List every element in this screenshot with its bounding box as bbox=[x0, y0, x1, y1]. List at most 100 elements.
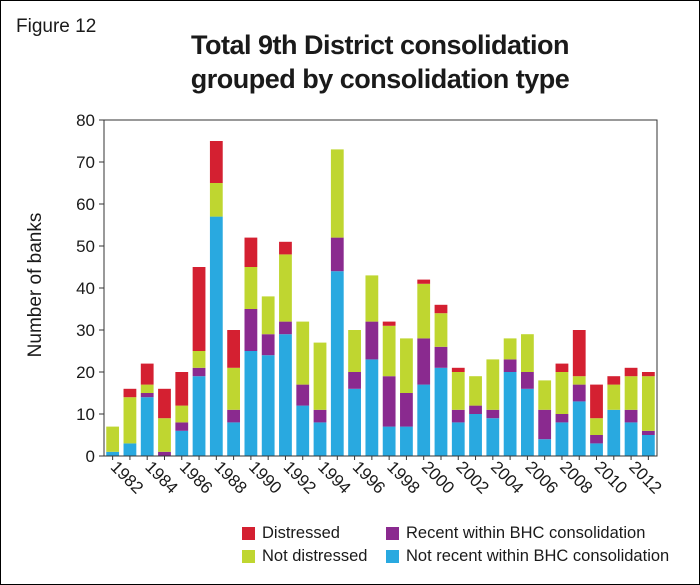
bar-recent-bhc-2000 bbox=[417, 338, 431, 385]
bar-distressed-2000 bbox=[417, 279, 431, 284]
bar-not-distressed-2001 bbox=[434, 313, 448, 347]
bar-recent-bhc-2008 bbox=[555, 414, 569, 423]
legend-item-recent-bhc: Recent within BHC consolidation bbox=[386, 524, 645, 543]
bar-not-recent-bhc-1983 bbox=[123, 443, 137, 456]
bar-not-recent-bhc-2002 bbox=[451, 422, 465, 456]
bar-not-distressed-1987 bbox=[192, 351, 206, 368]
bar-not-recent-bhc-2010 bbox=[590, 443, 603, 456]
bar-not-distressed-1998 bbox=[382, 325, 396, 377]
bar-recent-bhc-2006 bbox=[521, 372, 534, 389]
bar-not-distressed-2011 bbox=[607, 384, 621, 410]
bar-not-recent-bhc-2009 bbox=[572, 401, 586, 456]
x-tick-label-1986: 1986 bbox=[176, 457, 216, 497]
bar-not-recent-bhc-1990 bbox=[244, 351, 258, 456]
bar-not-distressed-1992 bbox=[279, 254, 292, 322]
bar-recent-bhc-1995 bbox=[330, 237, 344, 272]
bar-not-recent-bhc-1996 bbox=[348, 388, 361, 456]
bar-distressed-2013 bbox=[641, 372, 655, 377]
bar-distressed-2010 bbox=[590, 384, 603, 419]
bar-not-recent-bhc-2008 bbox=[555, 422, 569, 456]
bar-recent-bhc-1985 bbox=[158, 451, 171, 456]
bar-distressed-2011 bbox=[607, 376, 621, 385]
bar-not-recent-bhc-1991 bbox=[261, 355, 275, 456]
bar-not-distressed-2006 bbox=[521, 334, 534, 372]
bar-not-recent-bhc-2012 bbox=[624, 422, 638, 456]
bar-recent-bhc-1999 bbox=[400, 393, 413, 427]
bar-distressed-1989 bbox=[227, 330, 241, 368]
bar-recent-bhc-1996 bbox=[348, 372, 361, 389]
legend-item-not-recent-bhc: Not recent within BHC consolidation bbox=[386, 547, 669, 566]
bar-not-distressed-1994 bbox=[313, 342, 327, 410]
x-tick-label-1996: 1996 bbox=[349, 457, 389, 497]
bar-recent-bhc-2004 bbox=[486, 409, 500, 419]
bar-not-recent-bhc-2011 bbox=[607, 409, 621, 456]
legend-label-not-recent-bhc: Not recent within BHC consolidation bbox=[406, 547, 670, 565]
bar-not-distressed-2013 bbox=[641, 376, 655, 431]
bar-not-recent-bhc-1999 bbox=[400, 426, 413, 456]
legend-swatch-recent-bhc bbox=[386, 527, 399, 540]
x-tick-label-1984: 1984 bbox=[141, 457, 181, 497]
bar-distressed-1984 bbox=[140, 363, 154, 385]
bar-distressed-1986 bbox=[175, 372, 189, 406]
bar-not-recent-bhc-1995 bbox=[330, 271, 344, 456]
bar-recent-bhc-1993 bbox=[296, 384, 310, 406]
bar-not-distressed-1988 bbox=[209, 183, 223, 217]
bar-not-recent-bhc-1987 bbox=[192, 376, 206, 456]
bar-not-distressed-2002 bbox=[451, 372, 465, 410]
bar-recent-bhc-1992 bbox=[279, 321, 292, 335]
bar-distressed-2001 bbox=[434, 304, 448, 314]
bar-recent-bhc-2005 bbox=[503, 359, 517, 372]
x-tick-label-1990: 1990 bbox=[245, 457, 285, 497]
y-tick-label-10: 10 bbox=[76, 405, 95, 424]
bar-not-recent-bhc-2013 bbox=[641, 435, 655, 456]
bar-recent-bhc-2013 bbox=[641, 430, 655, 435]
bar-not-distressed-1989 bbox=[227, 367, 241, 410]
bar-not-distressed-1982 bbox=[106, 426, 120, 452]
bar-distressed-1998 bbox=[382, 321, 396, 326]
bar-recent-bhc-2001 bbox=[434, 346, 448, 368]
bar-not-distressed-1997 bbox=[365, 275, 379, 322]
x-tick-label-2002: 2002 bbox=[452, 457, 492, 497]
chart-title-line-1: Total 9th District consolidation bbox=[190, 30, 570, 60]
bar-recent-bhc-2012 bbox=[624, 409, 638, 423]
bar-recent-bhc-1994 bbox=[313, 409, 327, 423]
bar-recent-bhc-1991 bbox=[261, 334, 275, 356]
bar-distressed-2009 bbox=[572, 330, 586, 377]
bar-not-distressed-2010 bbox=[590, 418, 603, 435]
y-tick-label-20: 20 bbox=[76, 363, 95, 382]
figure-label: Figure 12 bbox=[16, 16, 97, 37]
x-tick-label-2000: 2000 bbox=[418, 457, 458, 497]
x-tick-label-2012: 2012 bbox=[625, 457, 665, 497]
x-tick-label-2008: 2008 bbox=[556, 457, 596, 497]
chart-title-line-2: grouped by consolidation type bbox=[190, 64, 570, 94]
bar-distressed-2008 bbox=[555, 363, 569, 372]
bar-not-distressed-2003 bbox=[469, 376, 482, 406]
bar-not-recent-bhc-2006 bbox=[521, 388, 534, 456]
y-tick-label-70: 70 bbox=[76, 153, 95, 172]
bar-not-distressed-1996 bbox=[348, 330, 361, 372]
y-tick-label-60: 60 bbox=[76, 195, 95, 214]
bar-not-distressed-2008 bbox=[555, 372, 569, 414]
bar-recent-bhc-2007 bbox=[538, 409, 552, 440]
bar-recent-bhc-2002 bbox=[451, 409, 465, 423]
legend-swatch-not-distressed bbox=[242, 550, 255, 563]
bar-recent-bhc-1997 bbox=[365, 321, 379, 360]
bar-not-distressed-1993 bbox=[296, 321, 310, 385]
bar-not-distressed-1991 bbox=[261, 296, 275, 335]
bar-not-recent-bhc-1997 bbox=[365, 359, 379, 456]
bar-recent-bhc-1984 bbox=[140, 393, 154, 398]
bar-not-distressed-2005 bbox=[503, 338, 517, 360]
legend-label-distressed: Distressed bbox=[262, 524, 340, 542]
bar-distressed-1983 bbox=[123, 388, 137, 398]
x-tick-label-1988: 1988 bbox=[210, 457, 250, 497]
bar-distressed-1985 bbox=[158, 388, 171, 419]
bar-not-recent-bhc-1986 bbox=[175, 430, 189, 456]
bar-distressed-1987 bbox=[192, 267, 206, 351]
x-tick-label-1998: 1998 bbox=[383, 457, 423, 497]
y-tick-label-0: 0 bbox=[86, 447, 95, 466]
x-tick-label-2010: 2010 bbox=[591, 457, 631, 497]
y-tick-label-50: 50 bbox=[76, 237, 95, 256]
y-tick-label-80: 80 bbox=[76, 111, 95, 130]
legend-item-distressed: Distressed bbox=[242, 524, 340, 543]
